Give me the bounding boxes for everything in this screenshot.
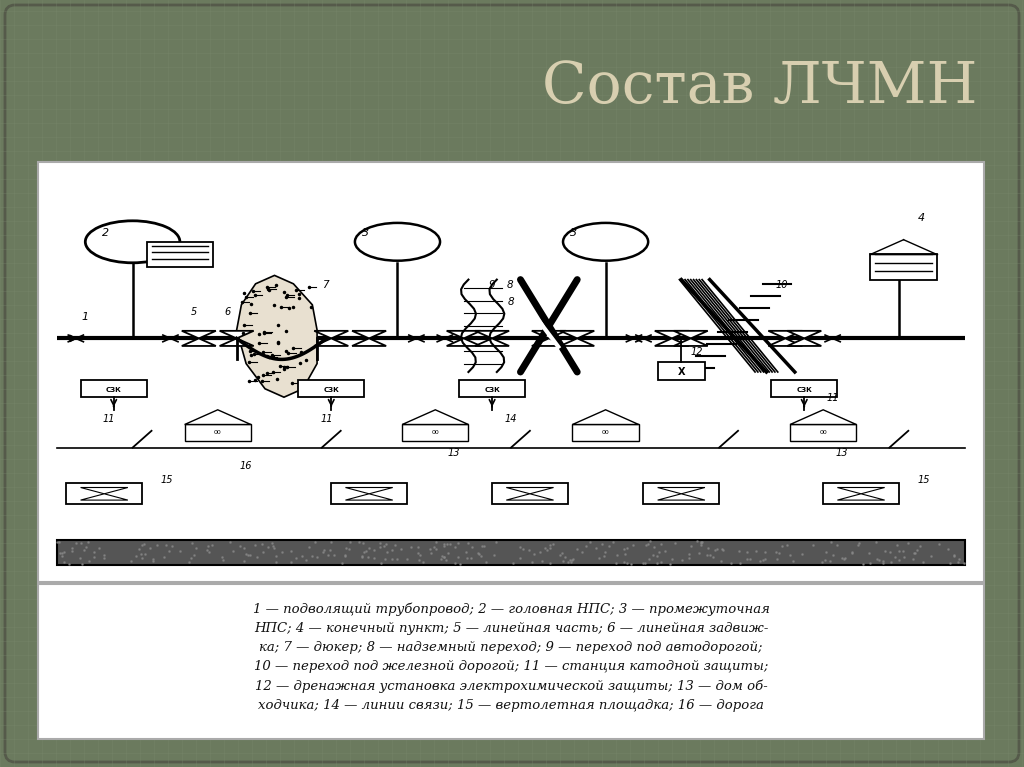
Text: 3: 3 [361, 229, 369, 239]
Polygon shape [345, 488, 393, 494]
Polygon shape [345, 494, 393, 500]
Polygon shape [446, 338, 480, 346]
Polygon shape [674, 331, 708, 338]
Bar [823, 483, 899, 504]
Polygon shape [219, 331, 254, 338]
Polygon shape [81, 494, 128, 500]
Text: СЗК: СЗК [797, 387, 812, 393]
Polygon shape [506, 488, 554, 494]
Circle shape [355, 223, 440, 261]
FancyBboxPatch shape [38, 584, 984, 739]
Text: 10: 10 [776, 280, 788, 290]
Bar [402, 424, 468, 441]
Polygon shape [237, 275, 317, 397]
Polygon shape [657, 488, 705, 494]
Text: 14: 14 [505, 414, 517, 424]
Polygon shape [531, 338, 566, 346]
Polygon shape [674, 338, 708, 346]
Polygon shape [506, 494, 554, 500]
Circle shape [563, 223, 648, 261]
Text: Состав ЛЧМН: Состав ЛЧМН [543, 59, 978, 115]
Text: 11: 11 [826, 393, 839, 403]
Text: 8: 8 [508, 297, 514, 307]
Bar [870, 255, 937, 280]
Text: СЗК: СЗК [484, 387, 500, 393]
Polygon shape [572, 410, 639, 424]
Polygon shape [475, 338, 509, 346]
Bar [81, 380, 146, 397]
Polygon shape [657, 494, 705, 500]
Bar [146, 242, 213, 267]
Polygon shape [184, 410, 251, 424]
Text: 12: 12 [691, 347, 703, 357]
Text: 7: 7 [322, 280, 329, 290]
Text: СЗК: СЗК [105, 387, 122, 393]
Polygon shape [314, 338, 348, 346]
Text: 1: 1 [82, 312, 89, 322]
Text: 16: 16 [240, 461, 252, 471]
Bar [572, 424, 639, 441]
Polygon shape [654, 331, 689, 338]
Text: X: X [678, 367, 685, 377]
Bar [298, 380, 365, 397]
Polygon shape [768, 338, 803, 346]
Polygon shape [314, 331, 348, 338]
Text: 8: 8 [506, 280, 513, 290]
Polygon shape [475, 331, 509, 338]
Bar [67, 483, 142, 504]
Circle shape [85, 221, 180, 263]
Polygon shape [654, 338, 689, 346]
Text: 00: 00 [602, 430, 609, 436]
Text: 2: 2 [101, 229, 109, 239]
Polygon shape [838, 494, 885, 500]
Text: 3: 3 [570, 229, 578, 239]
Polygon shape [560, 338, 594, 346]
Polygon shape [219, 338, 254, 346]
Bar [643, 483, 719, 504]
Text: 6: 6 [224, 308, 230, 318]
Text: 15: 15 [161, 476, 173, 486]
Polygon shape [787, 338, 821, 346]
Text: 9: 9 [488, 280, 496, 290]
Bar [184, 424, 251, 441]
Bar [493, 483, 567, 504]
Polygon shape [352, 331, 386, 338]
Bar [459, 380, 525, 397]
Polygon shape [57, 540, 965, 565]
Text: 13: 13 [836, 448, 848, 458]
Polygon shape [352, 338, 386, 346]
Bar [771, 380, 838, 397]
FancyBboxPatch shape [38, 162, 984, 582]
Polygon shape [560, 331, 594, 338]
Polygon shape [402, 410, 468, 424]
Text: 00: 00 [214, 430, 221, 436]
Text: 11: 11 [102, 414, 115, 424]
Text: 1 — подволящий трубопровод; 2 — головная НПС; 3 — промежуточная
НПС; 4 — конечны: 1 — подволящий трубопровод; 2 — головная… [253, 602, 769, 712]
Bar [331, 483, 407, 504]
Bar [657, 361, 705, 380]
Polygon shape [531, 331, 566, 338]
Polygon shape [81, 488, 128, 494]
Text: СЗК: СЗК [324, 387, 339, 393]
Text: 11: 11 [321, 414, 333, 424]
Text: 00: 00 [819, 430, 827, 436]
Polygon shape [838, 488, 885, 494]
FancyBboxPatch shape [5, 5, 1019, 762]
Polygon shape [791, 410, 856, 424]
Text: 5: 5 [190, 308, 198, 318]
Text: 00: 00 [431, 430, 439, 436]
Bar [791, 424, 856, 441]
Text: 15: 15 [918, 476, 930, 486]
Polygon shape [182, 331, 216, 338]
Text: 13: 13 [447, 448, 461, 458]
Polygon shape [182, 338, 216, 346]
Polygon shape [787, 331, 821, 338]
Polygon shape [768, 331, 803, 338]
Polygon shape [446, 331, 480, 338]
Text: 4: 4 [918, 212, 925, 222]
